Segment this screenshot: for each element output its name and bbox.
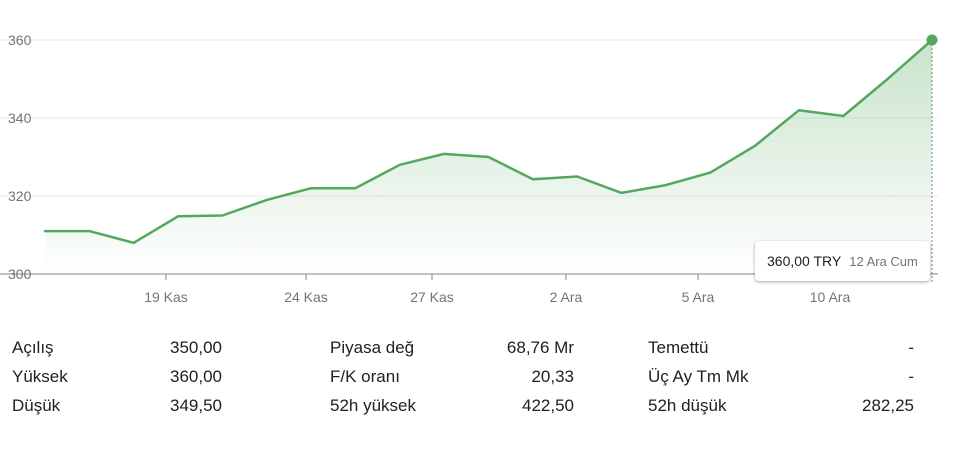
stat-label-high: Yüksek bbox=[12, 367, 68, 386]
x-tick-label: 5 Ara bbox=[682, 289, 715, 305]
stats-row: Düşük 349,50 52h yüksek 422,50 52h düşük… bbox=[12, 394, 952, 423]
x-tick-label: 27 Kas bbox=[410, 289, 454, 305]
stat-label-low: Düşük bbox=[12, 396, 61, 415]
y-tick-label: 320 bbox=[8, 188, 32, 204]
stat-label-52w-high: 52h yüksek bbox=[330, 396, 416, 415]
price-chart[interactable]: 300 320 340 360 19 Kas 24 Kas 27 Kas 2 Ara 5 Ar… bbox=[0, 0, 960, 320]
stat-value-low: 349,50 bbox=[170, 396, 222, 415]
price-line bbox=[43, 38, 934, 245]
stat-value-dividend: - bbox=[908, 338, 914, 357]
tooltip-date: 12 Ara Cum bbox=[849, 253, 918, 269]
tooltip-price: 360,00 TRY bbox=[767, 253, 842, 269]
stat-label-quarterly: Üç Ay Tm Mk bbox=[648, 367, 749, 386]
y-tick-label: 340 bbox=[8, 110, 32, 126]
y-tick-label: 360 bbox=[8, 32, 32, 48]
price-tooltip: 360,00 TRY 12 Ara Cum bbox=[755, 241, 930, 281]
data-points bbox=[926, 34, 938, 46]
current-price-point bbox=[926, 34, 938, 46]
x-tick-label: 19 Kas bbox=[144, 289, 188, 305]
stat-value-52w-low: 282,25 bbox=[862, 396, 914, 415]
stat-value-52w-high: 422,50 bbox=[522, 396, 574, 415]
stat-label-52w-low: 52h düşük bbox=[648, 396, 727, 415]
stats-table: Açılış 350,00 Piyasa değ 68,76 Mr Temett… bbox=[12, 336, 952, 423]
stat-value-quarterly: - bbox=[908, 367, 914, 386]
x-tick-label: 10 Ara bbox=[810, 289, 851, 305]
x-tick-label: 2 Ara bbox=[550, 289, 583, 305]
stat-value-open: 350,00 bbox=[170, 338, 222, 357]
stats-row: Açılış 350,00 Piyasa değ 68,76 Mr Temett… bbox=[12, 336, 952, 365]
x-tick-label: 24 Kas bbox=[284, 289, 328, 305]
stat-label-pe-ratio: F/K oranı bbox=[330, 367, 400, 386]
stat-value-market-cap: 68,76 Mr bbox=[506, 338, 574, 357]
stat-label-open: Açılış bbox=[12, 338, 54, 357]
stat-value-pe-ratio: 20,33 bbox=[531, 367, 574, 386]
stat-value-high: 360,00 bbox=[170, 367, 222, 386]
x-axis: 19 Kas 24 Kas 27 Kas 2 Ara 5 Ara 10 Ara bbox=[144, 274, 850, 305]
stat-label-market-cap: Piyasa değ bbox=[330, 338, 415, 357]
stat-label-dividend: Temettü bbox=[648, 338, 709, 357]
stats-row: Yüksek 360,00 F/K oranı 20,33 Üç Ay Tm M… bbox=[12, 365, 952, 394]
y-axis: 300 320 340 360 bbox=[8, 32, 32, 282]
y-tick-label: 300 bbox=[8, 266, 32, 282]
